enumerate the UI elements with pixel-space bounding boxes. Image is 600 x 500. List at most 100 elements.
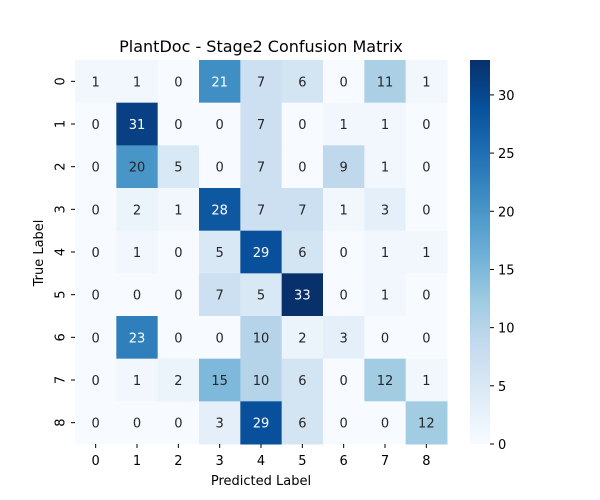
heatmap-cell-4-6	[323, 230, 365, 274]
x-tick-label-5: 5	[298, 454, 306, 469]
cell-value-label-3-3: 28	[211, 203, 228, 218]
heatmap-cell-1-1	[116, 102, 159, 146]
heatmap-cell-3-6	[323, 188, 365, 232]
y-tick-label-0: 0	[54, 77, 69, 85]
cell-value-label-8-0: 0	[92, 417, 100, 432]
cell-value-label-6-3: 0	[216, 331, 224, 346]
cell-value-label-1-1: 31	[129, 118, 146, 133]
cell-value-label-7-8: 1	[422, 374, 430, 389]
cell-value-label-0-7: 11	[377, 75, 394, 90]
cell-value-label-2-2: 5	[174, 161, 182, 176]
cell-value-label-8-3: 3	[216, 417, 224, 432]
heatmap-cell-0-3	[199, 60, 241, 104]
x-tick-label-2: 2	[174, 454, 182, 469]
cell-value-label-2-8: 0	[422, 161, 430, 176]
cell-value-label-4-8: 1	[422, 246, 430, 261]
heatmap-cell-7-3	[199, 358, 241, 402]
heatmap-cell-5-4	[240, 273, 283, 317]
cell-value-label-8-4: 29	[253, 417, 270, 432]
heatmap-cell-6-1	[116, 316, 159, 360]
cell-value-label-7-4: 10	[253, 374, 270, 389]
heatmap-cell-2-5	[281, 145, 324, 189]
cell-value-label-1-4: 7	[257, 118, 265, 133]
cell-value-label-6-6: 3	[340, 331, 348, 346]
chart-title: PlantDoc - Stage2 Confusion Matrix	[119, 37, 403, 56]
heatmap-cell-8-7	[364, 401, 407, 445]
heatmap-cell-2-6	[323, 145, 365, 189]
heatmap-cell-5-3	[199, 273, 241, 317]
y-tick-label-1: 1	[54, 120, 69, 128]
heatmap-cell-2-2	[157, 145, 200, 189]
heatmap-cell-4-1	[116, 230, 159, 274]
heatmap-cell-1-6	[323, 102, 365, 146]
x-tick-label-3: 3	[216, 454, 224, 469]
heatmap-cell-3-1	[116, 188, 159, 232]
heatmap-cell-6-2	[157, 316, 200, 360]
cell-value-label-2-5: 0	[298, 161, 306, 176]
cell-value-label-4-0: 0	[92, 246, 100, 261]
heatmap-cell-3-2	[157, 188, 200, 232]
cell-value-label-6-8: 0	[422, 331, 430, 346]
cell-value-label-5-8: 0	[422, 289, 430, 304]
y-tick-label-5: 5	[54, 291, 69, 299]
cell-value-label-0-1: 1	[133, 75, 141, 90]
heatmap-cell-4-3	[199, 230, 241, 274]
cell-value-label-0-6: 0	[340, 75, 348, 90]
cell-value-label-4-4: 29	[253, 246, 270, 261]
heatmap-cell-5-7	[364, 273, 407, 317]
x-tick-label-7: 7	[381, 454, 389, 469]
heatmap-cell-6-7	[364, 316, 407, 360]
cell-value-label-3-4: 7	[257, 203, 265, 218]
heatmap-cell-2-3	[199, 145, 241, 189]
heatmap-cells: 1 1 0 21 7 6 0 11 10 31 0 0 7 0 1 1 00 20 5 0 7 0 9 1 00 2 1 28 7 7 1 3…	[75, 60, 448, 445]
colorbar-tick-label-6: 30	[498, 89, 515, 104]
cell-value-label-2-3: 0	[216, 161, 224, 176]
cell-value-label-1-8: 0	[422, 118, 430, 133]
colorbar-tick-label-1: 5	[498, 380, 506, 395]
cell-value-label-3-2: 1	[174, 203, 182, 218]
cell-value-label-0-3: 21	[211, 75, 228, 90]
x-tick-label-4: 4	[257, 454, 265, 469]
cell-value-label-3-8: 0	[422, 203, 430, 218]
heatmap-cell-3-3	[199, 188, 241, 232]
cell-value-label-4-5: 6	[298, 246, 306, 261]
heatmap-cell-5-0	[75, 273, 117, 317]
heatmap-cell-3-8	[405, 188, 448, 232]
heatmap-cell-3-5	[281, 188, 324, 232]
cell-value-label-1-5: 0	[298, 118, 306, 133]
colorbar-tick-label-5: 25	[498, 147, 515, 162]
heatmap-cell-4-7	[364, 230, 407, 274]
cell-value-label-1-2: 0	[174, 118, 182, 133]
cell-value-label-5-0: 0	[92, 289, 100, 304]
heatmap-cell-6-8	[405, 316, 448, 360]
heatmap-cell-0-4	[240, 60, 283, 104]
colorbar-tick-label-3: 15	[498, 263, 515, 278]
x-tick-label-1: 1	[133, 454, 141, 469]
cell-value-label-6-4: 10	[253, 331, 270, 346]
cell-value-label-1-6: 1	[340, 118, 348, 133]
cell-value-label-8-8: 12	[418, 417, 435, 432]
heatmap-cell-2-1	[116, 145, 159, 189]
heatmap-cell-5-1	[116, 273, 159, 317]
x-tick-label-0: 0	[92, 454, 100, 469]
y-tick-label-7: 7	[54, 376, 69, 384]
cell-value-label-3-0: 0	[92, 203, 100, 218]
x-tick-label-8: 8	[422, 454, 430, 469]
cell-value-label-6-0: 0	[92, 331, 100, 346]
cell-value-label-4-6: 0	[340, 246, 348, 261]
cell-value-label-5-7: 1	[381, 289, 389, 304]
cell-value-label-7-5: 6	[298, 374, 306, 389]
cell-value-label-2-1: 20	[129, 161, 146, 176]
heatmap-cell-1-3	[199, 102, 241, 146]
cell-value-label-4-1: 1	[133, 246, 141, 261]
y-tick-label-2: 2	[54, 163, 69, 171]
cell-value-label-8-7: 0	[381, 417, 389, 432]
cell-value-label-0-5: 6	[298, 75, 306, 90]
heatmap-cell-0-6	[323, 60, 365, 104]
heatmap-cell-0-7	[364, 60, 407, 104]
heatmap-cell-6-6	[323, 316, 365, 360]
cell-value-label-5-4: 5	[257, 289, 265, 304]
heatmap-cell-8-3	[199, 401, 241, 445]
heatmap-cell-8-6	[323, 401, 365, 445]
